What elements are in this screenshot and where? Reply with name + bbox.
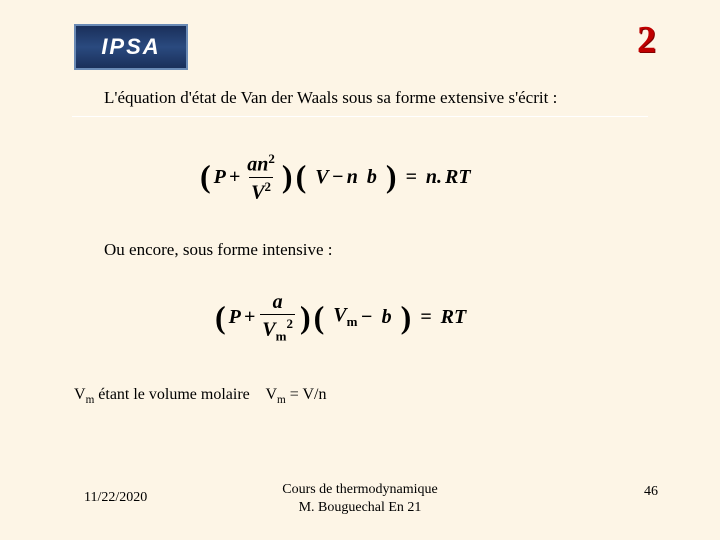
eq1-n: n [347, 166, 358, 189]
subtitle: Ou encore, sous forme intensive : [104, 240, 333, 260]
eq1-eq: = [405, 166, 416, 189]
title: L'équation d'état de Van der Waals sous … [104, 88, 557, 108]
eq1-b: b [367, 166, 377, 189]
eq2-minus: − [360, 306, 372, 329]
eq1-fraction: an2 V2 [245, 152, 277, 202]
equation-extensive: ( P + an2 V2 ) ( V − n b ) = n.RT [200, 152, 471, 202]
equation-intensive: ( P + a Vm2 ) ( Vm − b ) = RT [215, 292, 466, 343]
eq1-p: P [214, 166, 226, 189]
vm-note: Vm étant le volume molaire Vm = V/n [74, 386, 326, 406]
eq2-eq: = [420, 306, 431, 329]
eq2-fraction: a Vm2 [260, 292, 295, 343]
logo-text: IPSA [101, 34, 160, 60]
eq2-b: b [382, 306, 392, 329]
eq2-plus: + [244, 306, 255, 329]
eq1-minus: − [332, 166, 344, 189]
decor-page-number: 2 [637, 18, 656, 62]
logo: IPSA [74, 24, 188, 70]
eq1-plus: + [229, 166, 240, 189]
footer-page: 46 [644, 484, 658, 500]
footer-center: Cours de thermodynamique M. Bouguechal E… [0, 481, 720, 516]
footer-line2: M. Bouguechal En 21 [0, 499, 720, 517]
eq1-rhs-n: n. [426, 166, 442, 189]
divider [72, 116, 648, 117]
eq2-rhs: RT [441, 306, 467, 329]
footer-line1: Cours de thermodynamique [0, 481, 720, 499]
eq2-p: P [229, 306, 241, 329]
eq1-rhs-rt: RT [445, 166, 471, 189]
eq1-v: V [315, 166, 328, 189]
